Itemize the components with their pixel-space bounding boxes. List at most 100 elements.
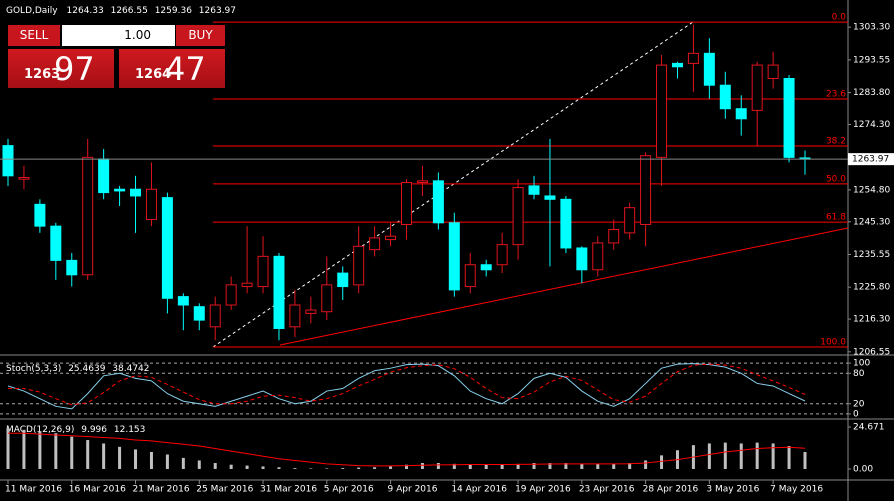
y-tick-label: 1235.55 [853,250,890,260]
buy-price[interactable]: 1264 47 [119,49,225,88]
sell-price[interactable]: 1263 97 [8,49,114,88]
indicator-value: 38.4742 [112,364,149,374]
histogram-bar [596,463,600,469]
histogram-bar [660,455,664,469]
histogram-bar [771,443,775,469]
y-tick-label: 1283.80 [853,88,890,98]
y-tick-label: 1225.80 [853,283,890,293]
one-click-trading: SELL 1.00 BUY 1263 97 1264 47 [8,24,225,88]
histogram-bar [548,463,552,469]
fibo-label: 0.0 [832,13,847,23]
histogram-bar [580,463,584,469]
y-tick-label: 80 [853,369,865,379]
histogram-bar [452,463,456,469]
y-tick-label: 0 [853,409,859,419]
candle-body [130,188,142,197]
y-tick-label: 1293.55 [853,55,890,65]
x-tick-label: 14 Apr 2016 [451,485,507,495]
histogram-bar [309,468,313,469]
high: 1266.55 [111,6,148,16]
macd-header: MACD(12,26,9) 9.996 12.153 [6,425,145,435]
x-tick-label: 28 Apr 2016 [643,485,699,495]
histogram-bar [325,468,329,469]
x-tick-label: 23 Apr 2016 [579,485,635,495]
histogram-bar [516,463,520,469]
candle-body [34,203,46,227]
buy-button[interactable]: BUY [176,25,225,46]
x-tick-label: 16 Mar 2016 [69,485,126,495]
price-pips: 47 [165,50,206,88]
candle-body [98,158,110,194]
x-tick-label: 21 Mar 2016 [133,485,190,495]
histogram-bar [229,464,233,469]
candle-body [18,176,30,180]
y-tick-label: 1254.80 [853,185,890,195]
candle-body [751,64,763,111]
histogram-bar [197,460,201,469]
fibo-label: 100.0 [820,337,846,347]
candle-body [608,229,620,244]
candle-body [560,198,572,249]
candle-body [289,304,301,328]
histogram-bar [6,428,10,469]
y-tick-label: 1245.30 [853,217,890,227]
histogram-bar [803,451,807,469]
histogram-bar [755,442,759,469]
candle-body [369,237,381,251]
chart-header: GOLD,Daily 1264.33 1266.55 1259.36 1263.… [6,6,236,16]
histogram-bar [787,446,791,469]
candle-body [512,187,524,246]
candle-body [257,255,269,288]
histogram-bar [54,433,58,469]
histogram-bar [644,460,648,469]
y-tick-label: 1303.30 [853,23,890,33]
y-tick-label: 0.00 [853,464,873,474]
x-tick-label: 9 Apr 2016 [388,485,438,495]
candle-body [416,180,428,184]
indicator-value: 12.153 [114,425,146,435]
sell-button[interactable]: SELL [8,25,60,46]
candle-body [337,272,349,288]
candle-body [528,185,540,195]
candle-body [448,222,460,291]
x-tick-label: 5 Apr 2016 [324,485,374,495]
price-big-figure: 1264 [135,67,172,82]
fibo-label: 23.6 [826,89,846,99]
fibo-label: 61.8 [826,213,846,223]
histogram-bar [357,467,361,469]
signal-line [8,432,806,467]
candle-body [783,78,795,158]
candle-body [703,52,715,86]
histogram-bar [723,442,727,469]
y-tick-label: 1206.55 [853,347,890,357]
trend-line [279,227,849,346]
candle-body [576,247,588,271]
candle-body [66,259,78,276]
x-tick-label: 3 May 2016 [706,485,759,495]
y-tick-label: 1216.30 [853,315,890,325]
candle-body [145,188,157,220]
candle-body [432,180,444,224]
lot-input[interactable]: 1.00 [62,25,175,46]
histogram-bar [500,464,504,469]
histogram-bar [389,466,393,469]
histogram-bar [149,451,153,469]
candle-body [464,264,476,288]
x-tick-label: 19 Apr 2016 [515,485,571,495]
histogram-bar [118,446,122,469]
fibo-label: 50.0 [826,174,846,184]
candle-body [687,52,699,64]
histogram-bar [38,431,42,469]
indicator-value: 9.996 [81,425,107,435]
close: 1263.97 [199,6,236,16]
candle-body [241,282,253,288]
histogram-bar [165,454,169,469]
x-tick-label: 11 Mar 2016 [5,485,62,495]
histogram-bar [70,436,74,469]
x-tick-label: 31 Mar 2016 [260,485,317,495]
current-price-box [848,153,894,166]
histogram-bar [341,468,345,469]
histogram-bar [134,449,138,469]
candle-body [719,84,731,110]
